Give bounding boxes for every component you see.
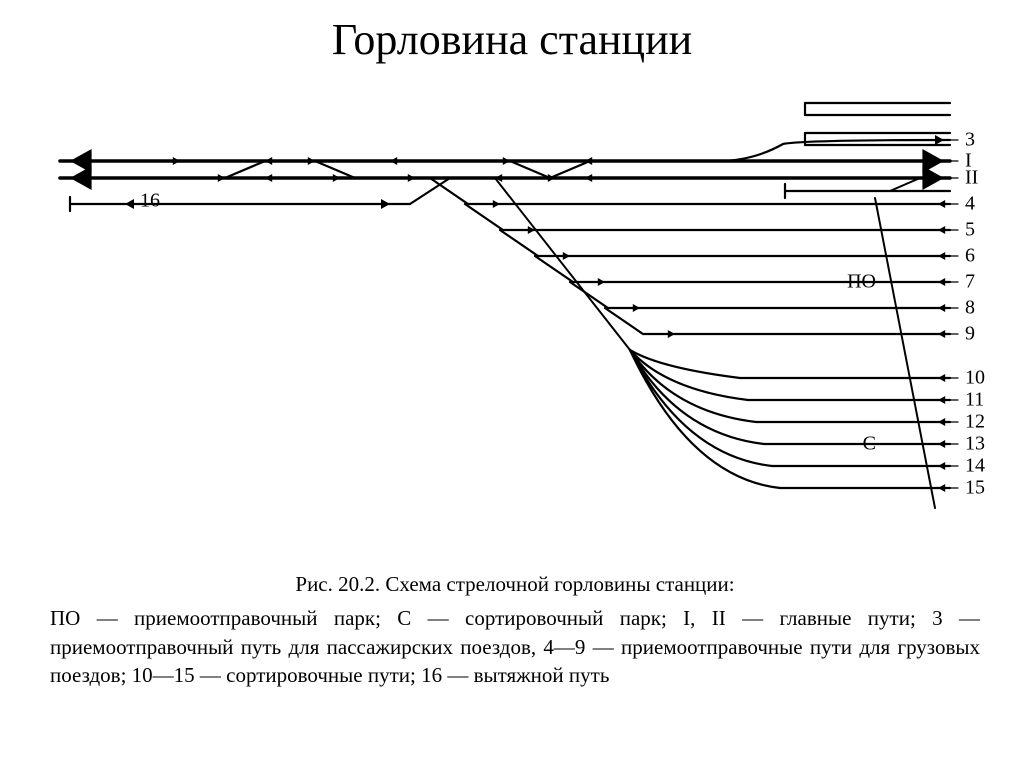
svg-text:12: 12	[965, 411, 985, 433]
svg-text:11: 11	[965, 389, 984, 411]
figure-caption: Рис. 20.2. Схема стрелочной горловины ст…	[50, 570, 980, 598]
svg-text:С: С	[863, 433, 876, 455]
legend-text: ПО — приемоотправочный парк; С — сортиро…	[50, 604, 980, 689]
svg-text:8: 8	[965, 297, 975, 319]
svg-text:15: 15	[965, 477, 985, 499]
svg-text:5: 5	[965, 219, 975, 241]
svg-text:14: 14	[965, 455, 985, 477]
page-title: Горловина станции	[0, 14, 1024, 65]
svg-text:7: 7	[965, 271, 975, 293]
caption-block: Рис. 20.2. Схема стрелочной горловины ст…	[50, 570, 980, 689]
svg-text:ПО: ПО	[847, 271, 876, 293]
svg-text:II: II	[965, 167, 978, 189]
svg-text:10: 10	[965, 367, 985, 389]
svg-text:3: 3	[965, 129, 975, 151]
svg-text:4: 4	[965, 193, 975, 215]
svg-text:9: 9	[965, 323, 975, 345]
svg-text:16: 16	[140, 190, 160, 212]
svg-text:13: 13	[965, 433, 985, 455]
svg-text:6: 6	[965, 245, 975, 267]
track-diagram: 163III456789101112131415ПОС	[30, 78, 994, 558]
